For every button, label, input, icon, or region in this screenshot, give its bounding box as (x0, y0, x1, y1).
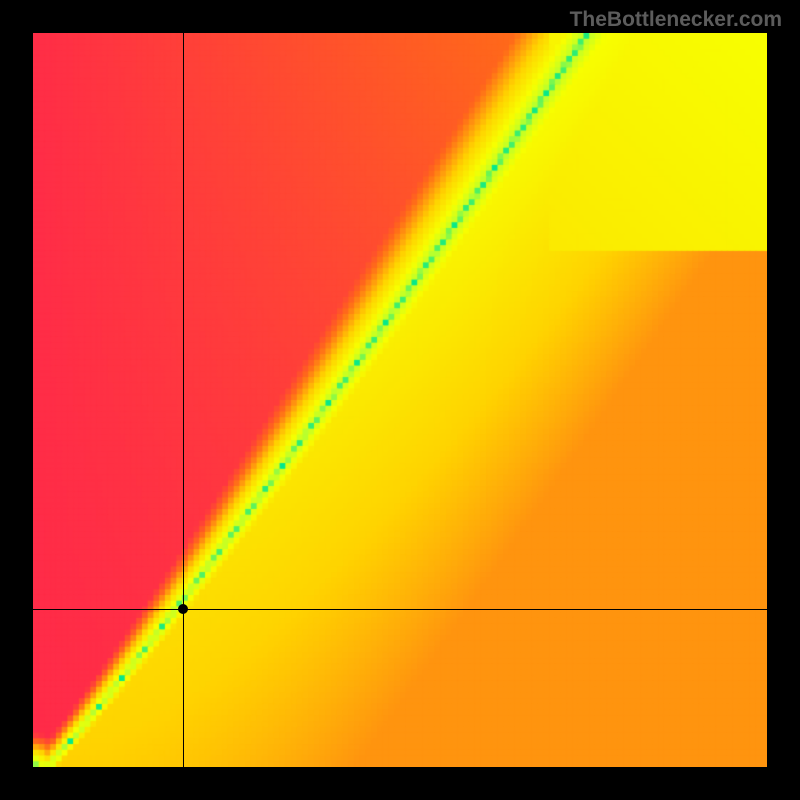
crosshair-horizontal (33, 609, 767, 610)
selection-marker (178, 604, 188, 614)
heatmap-canvas (33, 33, 767, 767)
bottleneck-heatmap (33, 33, 767, 767)
crosshair-vertical (183, 33, 184, 767)
watermark-text: TheBottlenecker.com (570, 8, 782, 32)
